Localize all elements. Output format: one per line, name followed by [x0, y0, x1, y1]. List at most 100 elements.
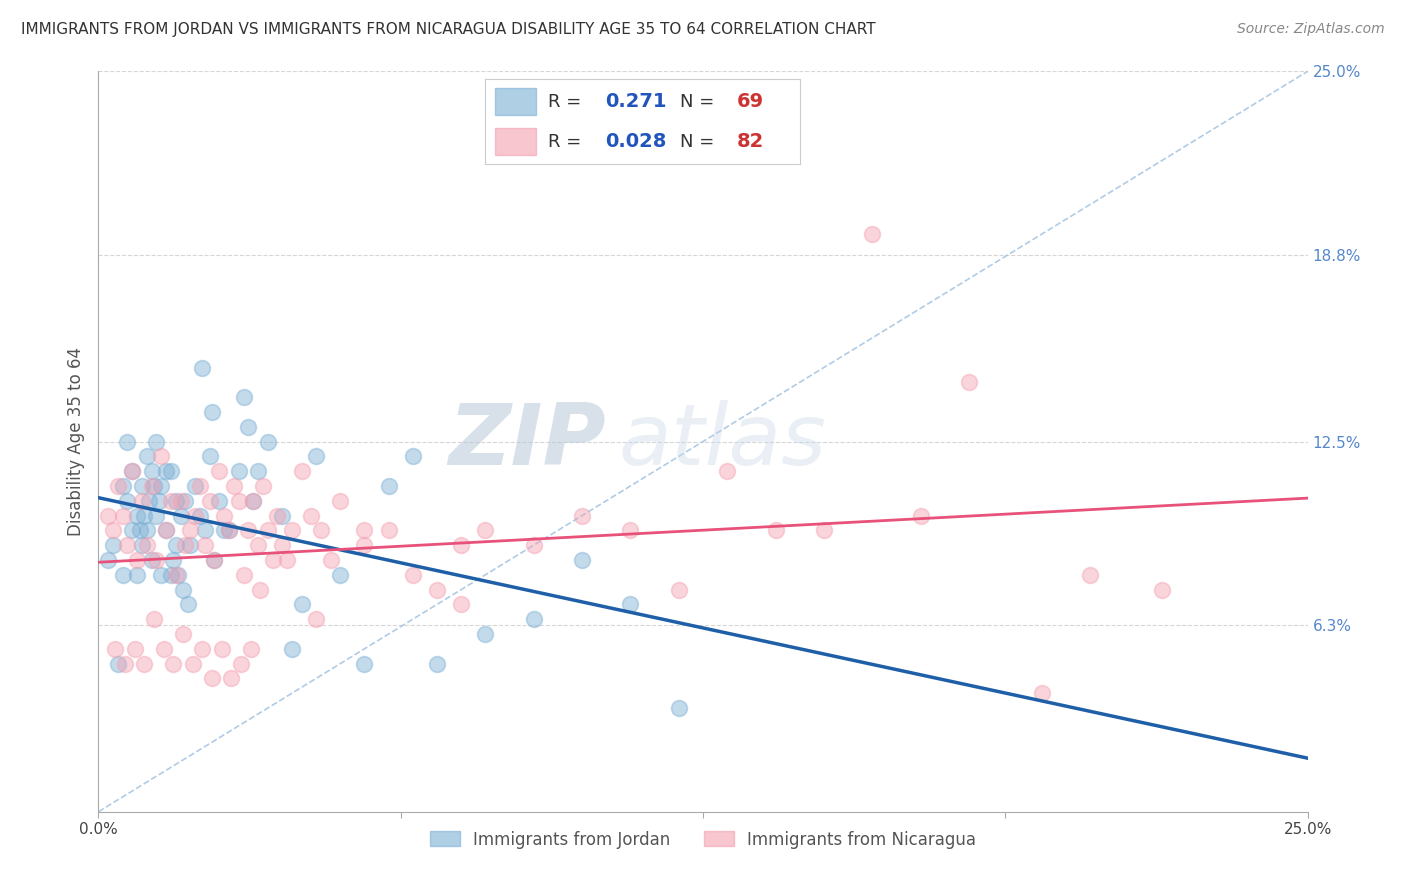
Point [211, 641, 233, 656]
Point [1078, 567, 1101, 582]
Point [249, 582, 271, 597]
Point [143, 479, 166, 493]
Point [121, 464, 143, 478]
Point [256, 524, 278, 538]
Point [145, 508, 167, 523]
Point [162, 553, 184, 567]
Point [127, 567, 149, 582]
Point [353, 657, 375, 671]
Point [619, 524, 641, 538]
Point [143, 612, 166, 626]
Y-axis label: Disability Age 35 to 64: Disability Age 35 to 64 [66, 347, 84, 536]
Point [174, 493, 197, 508]
Point [124, 641, 146, 656]
Point [117, 538, 139, 552]
Point [141, 479, 163, 493]
Point [426, 657, 449, 671]
Text: atlas: atlas [619, 400, 827, 483]
Point [450, 538, 472, 552]
Point [305, 450, 328, 464]
Point [668, 701, 690, 715]
Point [402, 450, 425, 464]
Point [160, 493, 183, 508]
Point [305, 612, 328, 626]
Point [134, 657, 156, 671]
Point [131, 479, 153, 493]
Point [426, 582, 449, 597]
Point [716, 464, 738, 478]
Point [910, 508, 932, 523]
Point [138, 493, 160, 508]
Point [813, 524, 835, 538]
Point [198, 493, 221, 508]
Point [299, 508, 322, 523]
Point [104, 641, 127, 656]
Point [160, 464, 183, 478]
Point [329, 567, 352, 582]
Point [179, 538, 201, 552]
Point [523, 538, 546, 552]
Point [242, 493, 264, 508]
Point [194, 538, 217, 552]
Point [150, 450, 173, 464]
Point [117, 493, 139, 508]
Point [860, 227, 883, 242]
Point [172, 582, 194, 597]
Point [228, 493, 250, 508]
Point [450, 598, 472, 612]
Point [165, 493, 187, 508]
Point [155, 464, 177, 478]
Point [242, 493, 264, 508]
Point [266, 508, 288, 523]
Point [150, 567, 173, 582]
Point [281, 524, 304, 538]
Point [117, 434, 139, 449]
Point [212, 524, 235, 538]
Point [145, 434, 167, 449]
Point [162, 657, 184, 671]
Point [290, 464, 312, 478]
Point [402, 567, 425, 582]
Point [208, 493, 231, 508]
Point [167, 567, 190, 582]
Point [474, 524, 496, 538]
Point [1152, 582, 1174, 597]
Point [222, 479, 245, 493]
Point [188, 479, 211, 493]
Point [177, 598, 200, 612]
Point [329, 493, 352, 508]
Point [232, 567, 254, 582]
Point [135, 524, 157, 538]
Point [135, 450, 157, 464]
Point [127, 553, 149, 567]
Point [128, 524, 150, 538]
Point [97, 508, 120, 523]
Point [218, 524, 240, 538]
Point [212, 508, 235, 523]
Point [1031, 686, 1053, 700]
Point [232, 390, 254, 404]
Point [474, 627, 496, 641]
Point [184, 479, 207, 493]
Text: ZIP: ZIP [449, 400, 606, 483]
Point [169, 508, 191, 523]
Point [111, 508, 134, 523]
Point [188, 508, 211, 523]
Point [353, 524, 375, 538]
Point [107, 479, 129, 493]
Point [148, 493, 170, 508]
Point [155, 524, 177, 538]
Point [204, 553, 226, 567]
Point [155, 524, 177, 538]
Point [141, 464, 163, 478]
Point [101, 538, 124, 552]
Point [571, 553, 593, 567]
Point [191, 360, 214, 375]
Point [107, 657, 129, 671]
Point [281, 641, 304, 656]
Point [194, 524, 217, 538]
Point [309, 524, 332, 538]
Point [571, 508, 593, 523]
Point [134, 508, 156, 523]
Point [131, 538, 153, 552]
